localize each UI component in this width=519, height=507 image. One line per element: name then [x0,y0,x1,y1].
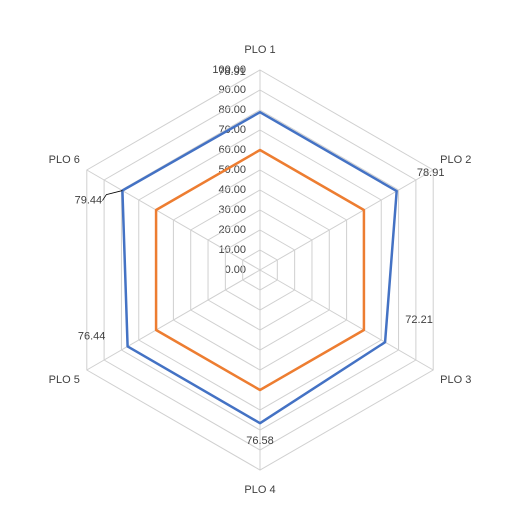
series-line [121,110,398,425]
data-label: 78.91 [218,66,246,78]
r-tick-label: 100.00 [212,64,246,76]
r-tick-label: 90.00 [218,84,246,96]
r-tick-label: 40.00 [218,184,246,196]
category-label: PLO 5 [49,374,80,386]
r-tick-label: 0.00 [225,264,246,276]
category-label: PLO 1 [244,44,275,56]
spoke [86,169,261,271]
r-tick-label: 20.00 [218,224,246,236]
data-label: 76.44 [78,330,106,342]
r-tick-label: 30.00 [218,204,246,216]
spoke [259,169,434,271]
category-label: PLO 2 [440,154,471,166]
category-label: PLO 3 [440,374,471,386]
r-tick-label: 50.00 [218,164,246,176]
spoke [86,269,261,371]
leader-line [102,190,123,201]
data-label: 72.21 [405,314,433,326]
category-label: PLO 6 [49,154,80,166]
data-label: 79.44 [75,194,103,206]
data-label: 78.91 [417,167,445,179]
r-tick-label: 60.00 [218,144,246,156]
category-label: PLO 4 [244,484,275,496]
data-label: 76.58 [246,435,274,447]
spoke [259,269,434,371]
series-line [154,148,366,392]
r-tick-label: 80.00 [218,104,246,116]
